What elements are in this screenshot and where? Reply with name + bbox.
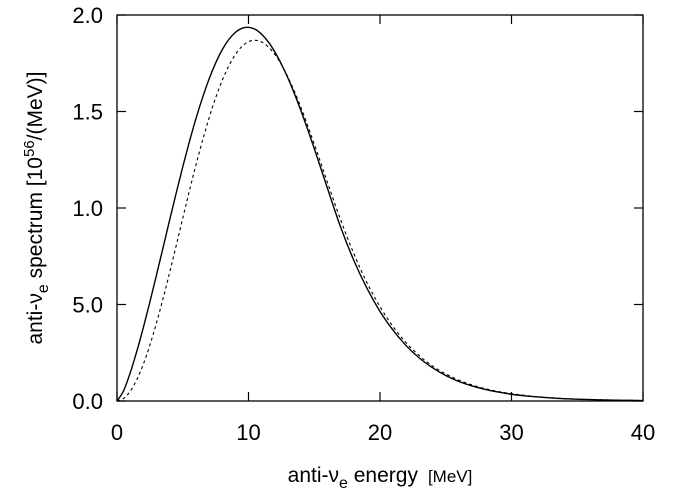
x-tick-label: 30 bbox=[499, 420, 523, 445]
y-axis-label: anti-νe spectrum [1056/(MeV)] bbox=[21, 71, 52, 344]
x-tick-label: 40 bbox=[631, 420, 655, 445]
x-tick-label: 10 bbox=[236, 420, 260, 445]
y-tick-label: 1.0 bbox=[72, 196, 103, 221]
series-layer bbox=[116, 26, 644, 402]
series-line-solid bbox=[116, 26, 644, 402]
x-tick-label: 20 bbox=[368, 420, 392, 445]
y-tick-label: 5.0 bbox=[72, 293, 103, 318]
plot-frame bbox=[116, 14, 644, 402]
axis-ticks bbox=[116, 14, 644, 402]
y-tick-label: 0.0 bbox=[72, 389, 103, 414]
axis-tick-labels: 0 10 20 30 40 0.0 5.0 1.0 1.5 2.0 bbox=[72, 3, 655, 445]
series-line-dashed bbox=[116, 39, 644, 402]
x-tick-label: 0 bbox=[111, 420, 123, 445]
y-tick-label: 1.5 bbox=[72, 100, 103, 125]
x-axis-label: anti-νe energy [MeV] bbox=[288, 464, 473, 492]
y-tick-label: 2.0 bbox=[72, 3, 103, 28]
